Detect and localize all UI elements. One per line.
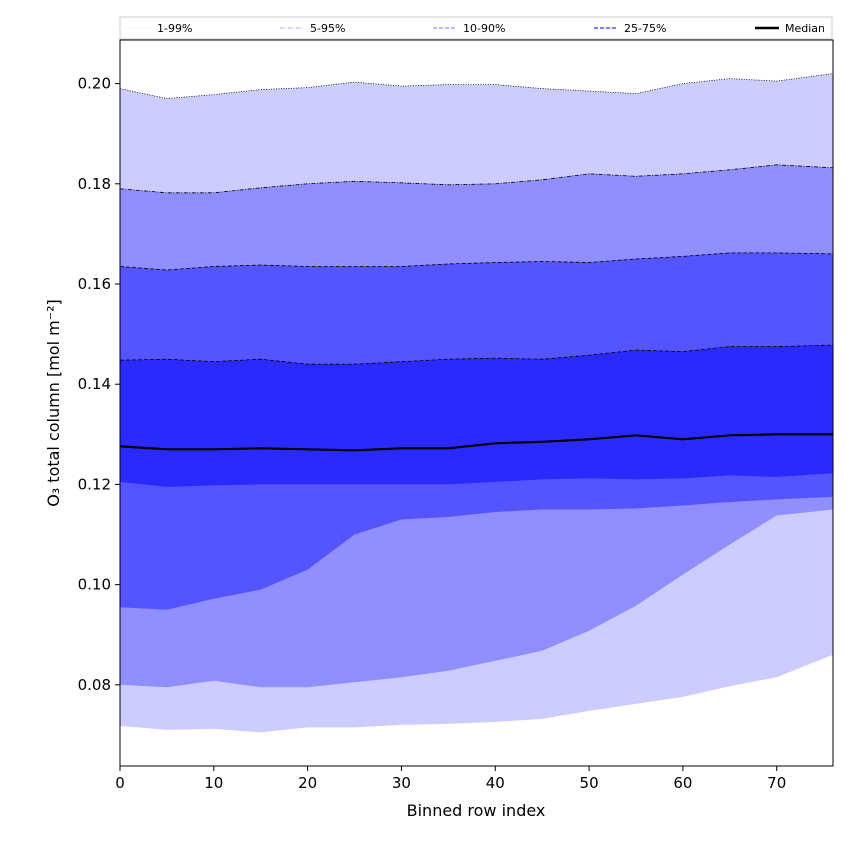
band-10-90-upper-line	[120, 252, 833, 271]
legend-entry: 1-99%	[157, 22, 192, 35]
x-tick-label: 40	[486, 774, 505, 792]
y-tick-label: 0.20	[78, 75, 111, 93]
x-tick-label: 50	[580, 774, 599, 792]
y-tick-label: 0.12	[78, 475, 111, 493]
legend-entry: 5-95%	[310, 22, 345, 35]
y-axis-label: O₃ total column [mol m⁻²]	[44, 299, 63, 507]
band-5-95-upper-line	[120, 164, 833, 194]
legend-entry: Median	[785, 22, 825, 35]
band-25-75-upper-line	[120, 344, 833, 365]
y-tick-label: 0.08	[78, 676, 111, 694]
legend-entry: 25-75%	[624, 22, 666, 35]
x-tick-label: 20	[298, 774, 317, 792]
legend: 1-99% 5-95% 10-90% 25-75% Median	[119, 16, 833, 40]
x-axis-label: Binned row index	[407, 801, 546, 820]
band-25-75	[120, 345, 833, 487]
median-layer	[120, 433, 833, 452]
legend-box	[119, 16, 833, 40]
percentile-bands	[120, 73, 833, 733]
x-tick-label: 10	[204, 774, 223, 792]
y-axis: 0.08 0.10 0.12 0.14 0.16 0.18 0.20	[78, 75, 120, 694]
y-tick-label: 0.16	[78, 275, 111, 293]
plot-frame	[119, 39, 834, 767]
x-tick-label: 0	[115, 774, 125, 792]
x-tick-label: 60	[673, 774, 692, 792]
x-tick-label: 70	[767, 774, 786, 792]
y-tick-label: 0.18	[78, 175, 111, 193]
y-tick-label: 0.14	[78, 375, 111, 393]
median-line	[120, 433, 833, 452]
x-tick-label: 30	[392, 774, 411, 792]
y-tick-label: 0.10	[78, 576, 111, 594]
x-axis: 0 10 20 30 40 50 60 70	[115, 766, 786, 792]
legend-entry: 10-90%	[463, 22, 505, 35]
